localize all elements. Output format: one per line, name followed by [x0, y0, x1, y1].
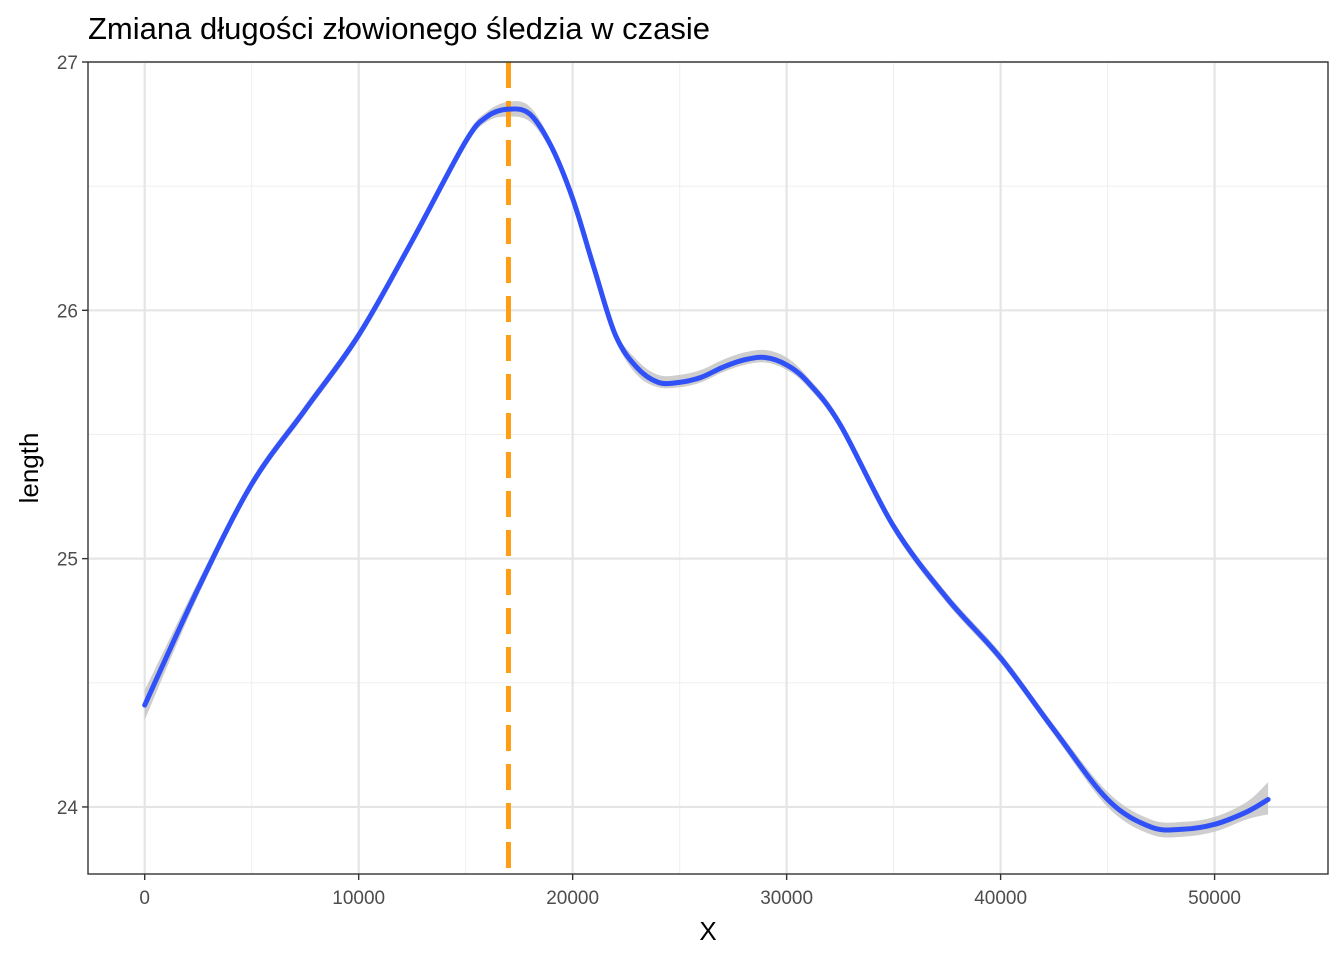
- x-tick-label: 20000: [546, 888, 599, 909]
- y-axis: 24 25 26 27: [57, 53, 88, 819]
- x-tick-label: 0: [139, 888, 150, 909]
- x-tick-label: 10000: [332, 888, 385, 909]
- plot-background: [88, 62, 1328, 874]
- y-tick-label: 26: [57, 301, 78, 322]
- smooth-line: [142, 106, 1271, 833]
- y-axis-title: length: [14, 433, 44, 504]
- plot-border: [87, 61, 1329, 875]
- x-axis-title: X: [699, 916, 716, 946]
- x-tick-label: 30000: [760, 888, 813, 909]
- x-tick-label: 40000: [974, 888, 1027, 909]
- y-tick-label: 24: [57, 798, 79, 819]
- x-axis: 0 10000 20000 30000 40000 50000: [139, 874, 1241, 909]
- minor-grid-x: [251, 62, 1109, 874]
- y-tick-label: 25: [57, 550, 78, 571]
- minor-grid-y: [88, 185, 1328, 684]
- chart-title: Zmiana długości złowionego śledzia w cza…: [88, 11, 710, 46]
- x-tick-label: 50000: [1188, 888, 1241, 909]
- y-tick-label: 27: [57, 53, 78, 74]
